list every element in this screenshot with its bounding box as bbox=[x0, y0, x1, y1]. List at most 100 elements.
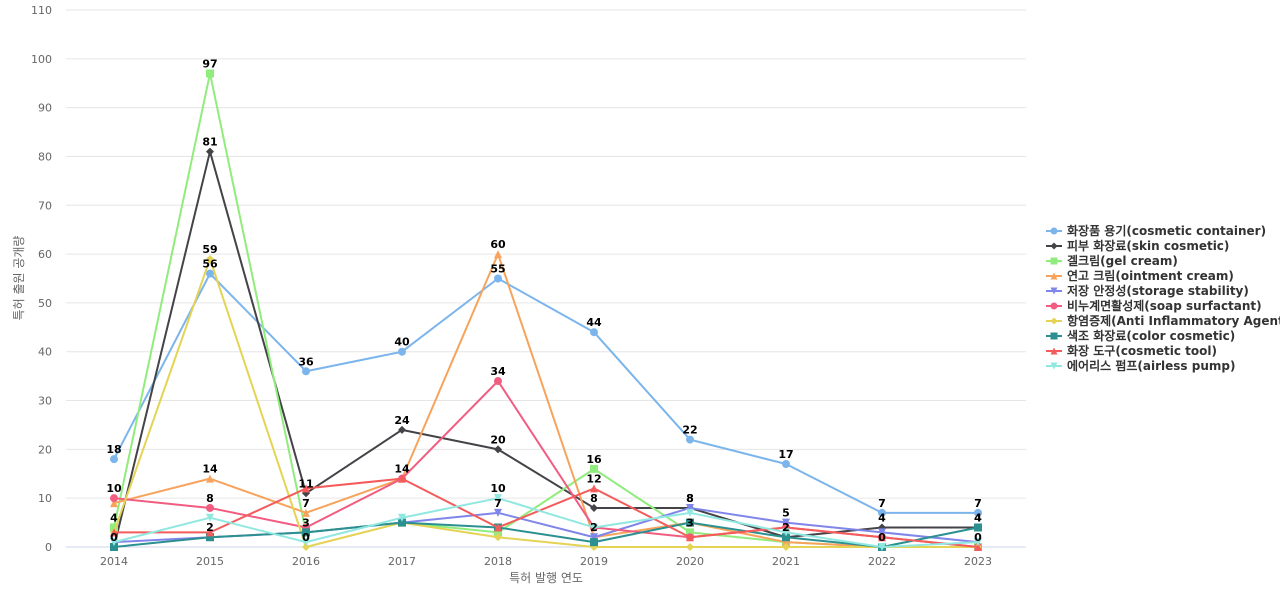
data-point[interactable] bbox=[686, 528, 694, 537]
legend-marker[interactable] bbox=[1050, 242, 1058, 250]
legend-item[interactable]: 항염증제(Anti Inflammatory Agent) bbox=[1046, 313, 1280, 328]
data-point[interactable] bbox=[878, 543, 886, 551]
legend-marker[interactable] bbox=[1050, 302, 1058, 310]
data-point[interactable] bbox=[110, 528, 118, 537]
data-point[interactable] bbox=[494, 528, 502, 537]
data-point[interactable] bbox=[110, 499, 118, 508]
data-point[interactable] bbox=[782, 528, 790, 537]
data-label: 3 bbox=[302, 516, 310, 529]
data-label: 44 bbox=[586, 316, 602, 329]
legend[interactable]: 화장품 용기(cosmetic container)피부 화장료(skin co… bbox=[1046, 223, 1280, 373]
data-point[interactable] bbox=[398, 513, 406, 522]
legend-item[interactable]: 저장 안정성(storage stability) bbox=[1046, 283, 1249, 298]
legend-item[interactable]: 화장 도구(cosmetic tool) bbox=[1046, 343, 1217, 358]
y-tick-label: 30 bbox=[38, 395, 52, 408]
data-point[interactable] bbox=[686, 508, 694, 517]
data-point[interactable] bbox=[494, 533, 502, 542]
data-point[interactable] bbox=[206, 528, 214, 537]
legend-item[interactable]: 겔크림(gel cream) bbox=[1046, 254, 1178, 268]
data-point[interactable] bbox=[878, 508, 886, 517]
legend-item[interactable]: 연고 크림(ointment cream) bbox=[1046, 268, 1234, 283]
data-point[interactable] bbox=[590, 533, 598, 542]
data-point[interactable] bbox=[878, 528, 886, 537]
data-label: 2 bbox=[782, 521, 790, 534]
legend-marker[interactable] bbox=[1050, 257, 1058, 265]
y-tick-label: 90 bbox=[38, 102, 52, 115]
data-point[interactable] bbox=[782, 538, 790, 547]
legend-item[interactable]: 피부 화장료(skin cosmetic) bbox=[1046, 238, 1229, 253]
legend-item[interactable]: 비누계면활성제(soap surfactant) bbox=[1046, 298, 1262, 313]
y-tick-label: 80 bbox=[38, 150, 52, 163]
series-line bbox=[113, 72, 978, 548]
series-line bbox=[113, 521, 979, 548]
data-point[interactable] bbox=[590, 484, 598, 493]
data-point[interactable] bbox=[782, 543, 790, 551]
data-point[interactable] bbox=[590, 538, 598, 547]
data-point[interactable] bbox=[494, 250, 502, 259]
data-point[interactable] bbox=[302, 528, 310, 537]
legend-marker[interactable] bbox=[1050, 347, 1058, 355]
data-point[interactable] bbox=[590, 328, 598, 337]
data-point[interactable] bbox=[302, 508, 310, 517]
data-point[interactable] bbox=[398, 425, 406, 434]
legend-item[interactable]: 에어리스 펌프(airless pump) bbox=[1046, 358, 1235, 373]
data-point[interactable] bbox=[110, 523, 118, 532]
data-point[interactable] bbox=[974, 538, 982, 547]
data-point[interactable] bbox=[398, 474, 406, 483]
legend-item[interactable]: 색조 화장료(color cosmetic) bbox=[1046, 328, 1235, 343]
data-point[interactable] bbox=[206, 503, 214, 512]
data-point[interactable] bbox=[206, 513, 214, 522]
data-point[interactable] bbox=[206, 254, 214, 263]
data-point[interactable] bbox=[782, 533, 790, 542]
data-point[interactable] bbox=[686, 435, 694, 444]
data-point[interactable] bbox=[590, 464, 598, 473]
data-point[interactable] bbox=[398, 518, 406, 527]
data-point[interactable] bbox=[302, 538, 310, 547]
data-point[interactable] bbox=[974, 523, 982, 532]
x-tick-label: 2021 bbox=[772, 555, 800, 568]
data-point[interactable] bbox=[494, 523, 502, 532]
data-point[interactable] bbox=[302, 543, 310, 551]
legend-marker[interactable] bbox=[1050, 272, 1058, 280]
data-point[interactable] bbox=[590, 523, 598, 532]
data-point[interactable] bbox=[302, 484, 310, 493]
data-point[interactable] bbox=[494, 508, 502, 517]
data-point[interactable] bbox=[206, 533, 214, 542]
data-point[interactable] bbox=[974, 508, 982, 517]
data-point[interactable] bbox=[302, 367, 310, 376]
data-point[interactable] bbox=[398, 347, 406, 356]
data-point[interactable] bbox=[206, 474, 214, 483]
y-tick-label: 60 bbox=[38, 248, 52, 261]
data-point[interactable] bbox=[686, 518, 694, 527]
gridlines bbox=[66, 9, 1026, 548]
legend-marker[interactable] bbox=[1050, 227, 1058, 235]
data-point[interactable] bbox=[110, 538, 118, 547]
legend-marker[interactable] bbox=[1050, 362, 1058, 370]
data-point[interactable] bbox=[206, 269, 214, 278]
data-point[interactable] bbox=[590, 503, 598, 512]
legend-marker[interactable] bbox=[1050, 317, 1058, 325]
data-point[interactable] bbox=[110, 543, 118, 551]
data-point[interactable] bbox=[686, 533, 694, 542]
data-point[interactable] bbox=[110, 455, 118, 464]
data-point[interactable] bbox=[686, 503, 694, 512]
data-point[interactable] bbox=[782, 518, 790, 527]
data-point[interactable] bbox=[494, 445, 502, 454]
data-point[interactable] bbox=[878, 533, 886, 542]
data-point[interactable] bbox=[974, 543, 982, 551]
data-point[interactable] bbox=[782, 460, 790, 469]
data-point[interactable] bbox=[494, 274, 502, 283]
data-label: 56 bbox=[202, 258, 218, 271]
legend-label: 화장 도구(cosmetic tool) bbox=[1067, 343, 1217, 358]
data-point[interactable] bbox=[494, 494, 502, 503]
data-point[interactable] bbox=[686, 543, 694, 551]
data-point[interactable] bbox=[206, 69, 214, 78]
legend-marker[interactable] bbox=[1050, 287, 1058, 295]
data-point[interactable] bbox=[110, 494, 118, 503]
legend-item[interactable]: 화장품 용기(cosmetic container) bbox=[1046, 223, 1266, 238]
data-point[interactable] bbox=[494, 377, 502, 386]
data-label: 7 bbox=[974, 497, 982, 510]
data-label: 0 bbox=[878, 531, 886, 544]
data-point[interactable] bbox=[206, 147, 214, 156]
legend-marker[interactable] bbox=[1050, 332, 1058, 340]
